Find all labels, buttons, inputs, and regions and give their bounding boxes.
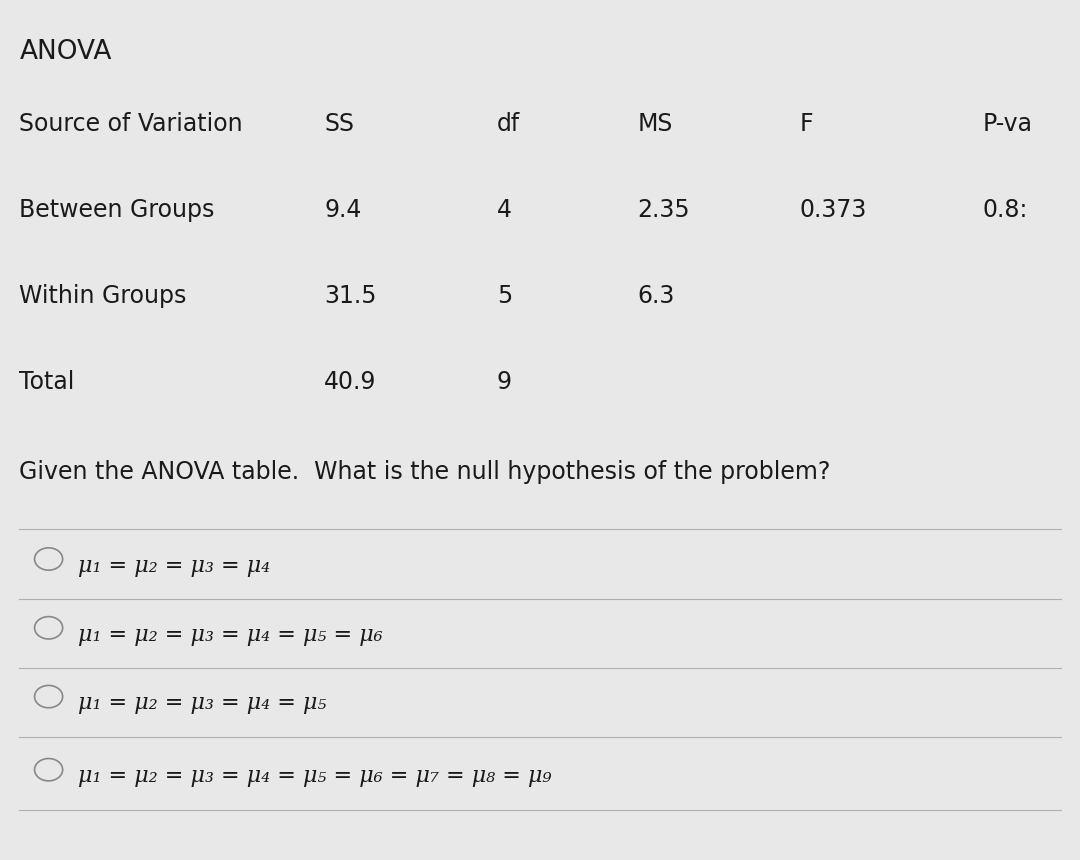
Text: 31.5: 31.5 [324,284,377,308]
Text: 0.373: 0.373 [799,198,866,222]
Text: Given the ANOVA table.  What is the null hypothesis of the problem?: Given the ANOVA table. What is the null … [19,460,831,484]
Text: df: df [497,112,521,136]
Text: 40.9: 40.9 [324,370,376,394]
Text: F: F [799,112,813,136]
Text: 6.3: 6.3 [637,284,675,308]
Text: μ₁ = μ₂ = μ₃ = μ₄: μ₁ = μ₂ = μ₃ = μ₄ [78,555,270,577]
Text: Between Groups: Between Groups [19,198,215,222]
Text: μ₁ = μ₂ = μ₃ = μ₄ = μ₅: μ₁ = μ₂ = μ₃ = μ₄ = μ₅ [78,692,326,715]
Text: Within Groups: Within Groups [19,284,187,308]
Text: SS: SS [324,112,354,136]
Text: 5: 5 [497,284,512,308]
Text: Total: Total [19,370,75,394]
Text: 9.4: 9.4 [324,198,362,222]
Text: μ₁ = μ₂ = μ₃ = μ₄ = μ₅ = μ₆: μ₁ = μ₂ = μ₃ = μ₄ = μ₅ = μ₆ [78,624,382,646]
Text: ANOVA: ANOVA [19,39,112,64]
Text: P-va: P-va [983,112,1032,136]
Text: μ₁ = μ₂ = μ₃ = μ₄ = μ₅ = μ₆ = μ₇ = μ₈ = μ₉: μ₁ = μ₂ = μ₃ = μ₄ = μ₅ = μ₆ = μ₇ = μ₈ = … [78,765,551,788]
Text: 9: 9 [497,370,512,394]
Text: 2.35: 2.35 [637,198,690,222]
Text: 0.8:: 0.8: [983,198,1028,222]
Text: Source of Variation: Source of Variation [19,112,243,136]
Text: 4: 4 [497,198,512,222]
Text: MS: MS [637,112,673,136]
